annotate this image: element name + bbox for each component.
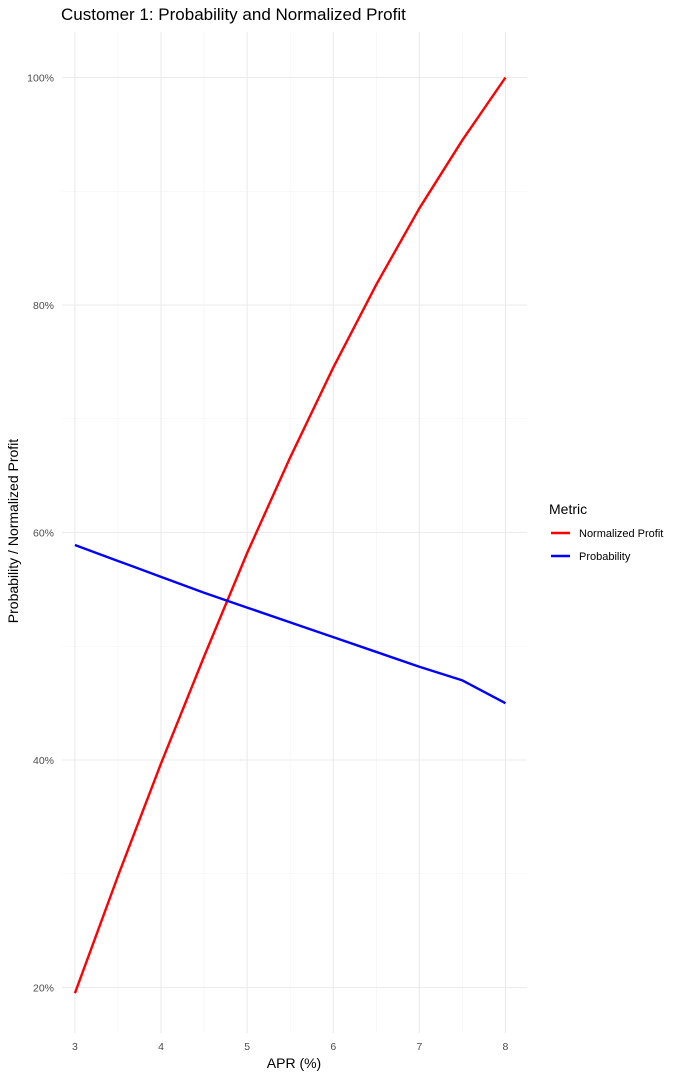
y-tick-label: 100% xyxy=(27,73,54,85)
x-tick-label: 7 xyxy=(416,1041,422,1053)
normalized-profit-line xyxy=(73,76,507,994)
x-tick-label: 3 xyxy=(72,1041,78,1053)
probability-line xyxy=(74,543,507,705)
x-axis-title: APR (%) xyxy=(267,1055,321,1071)
y-tick-label: 80% xyxy=(33,300,54,312)
series-lines xyxy=(73,76,507,994)
normalized-profit-legend-label: Normalized Profit xyxy=(579,528,663,540)
legend: Metric Normalized Profit Probability xyxy=(549,501,663,563)
y-axis-title: Probability / Normalized Profit xyxy=(5,439,21,624)
y-tick-label: 20% xyxy=(33,983,54,995)
y-tick-label: 60% xyxy=(33,528,54,540)
x-tick-label: 4 xyxy=(158,1041,164,1053)
x-tick-label: 5 xyxy=(244,1041,250,1053)
y-axis-ticks: 20% 40% 60% 80% 100% xyxy=(27,73,54,995)
x-tick-label: 6 xyxy=(330,1041,336,1053)
x-tick-label: 8 xyxy=(503,1041,509,1053)
x-axis-ticks: 3 4 5 6 7 8 xyxy=(72,1041,509,1053)
chart-title: Customer 1: Probability and Normalized P… xyxy=(61,5,406,24)
grid xyxy=(62,32,527,1033)
probability-legend-label: Probability xyxy=(579,551,631,563)
y-tick-label: 40% xyxy=(33,755,54,767)
legend-title: Metric xyxy=(549,501,587,517)
